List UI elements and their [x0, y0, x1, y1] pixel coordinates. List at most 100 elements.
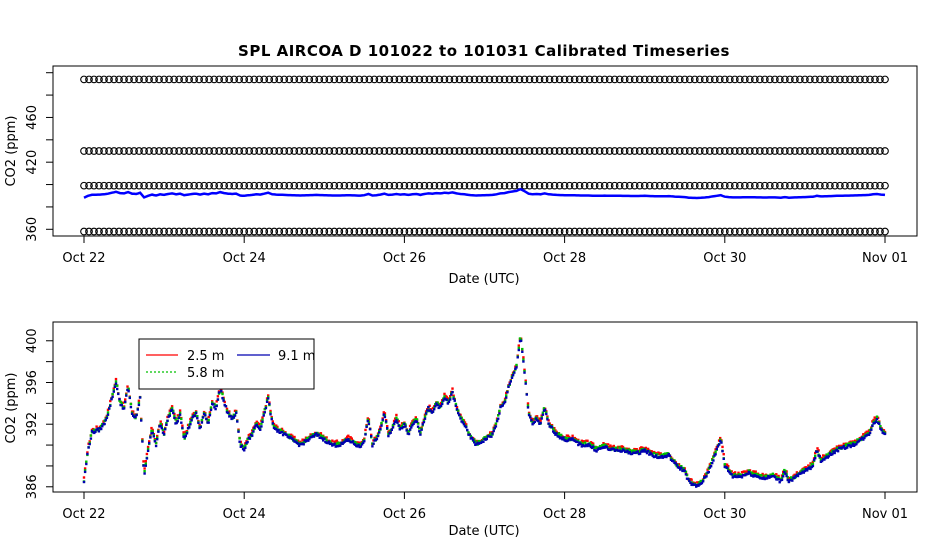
- calibration-point: [575, 147, 584, 155]
- data-point: [189, 423, 192, 426]
- data-point: [212, 403, 215, 406]
- calibration-point: [330, 147, 339, 155]
- calibration-point: [801, 75, 809, 84]
- data-point: [626, 449, 629, 452]
- data-point: [722, 457, 725, 460]
- calibration-point: [866, 147, 874, 155]
- data-point: [646, 447, 650, 451]
- data-point: [667, 452, 670, 456]
- calibration-point: [831, 75, 839, 84]
- calibration-point: [510, 75, 519, 84]
- data-point: [424, 412, 428, 415]
- data-point: [315, 432, 318, 435]
- data-point: [517, 346, 520, 350]
- data-point: [714, 450, 717, 454]
- data-point: [305, 437, 309, 440]
- calibration-point: [175, 75, 183, 84]
- calibration-point: [851, 181, 859, 190]
- calibration-point: [180, 75, 188, 84]
- data-point: [400, 424, 404, 428]
- data-point: [562, 436, 565, 439]
- calibration-point: [735, 227, 744, 236]
- data-point: [814, 451, 817, 455]
- data-point: [698, 481, 701, 484]
- data-point: [740, 476, 744, 479]
- data-point: [846, 446, 849, 449]
- data-point: [653, 455, 657, 458]
- calibration-point: [145, 181, 153, 190]
- calibration-point: [400, 227, 409, 236]
- data-point: [308, 437, 311, 441]
- data-point: [415, 420, 419, 424]
- data-point: [423, 417, 427, 420]
- data-point: [380, 421, 383, 425]
- data-point: [412, 422, 415, 425]
- calibration-point: [235, 147, 244, 155]
- data-point: [322, 435, 325, 438]
- data-point: [445, 395, 448, 399]
- calibration-point: [776, 75, 784, 84]
- data-point: [208, 411, 212, 414]
- calibration-point: [826, 181, 834, 190]
- calibration-point: [720, 227, 729, 236]
- calibration-point: [595, 181, 604, 190]
- calibration-point: [786, 147, 794, 155]
- data-point: [489, 433, 492, 436]
- legend-box: [138, 338, 315, 390]
- data-point: [816, 447, 819, 450]
- calibration-point: [305, 181, 314, 190]
- data-point: [241, 447, 245, 451]
- data-point: [223, 400, 226, 404]
- calibration-point: [200, 181, 208, 190]
- calibration-point: [675, 75, 684, 84]
- calibration-point: [715, 227, 724, 236]
- data-point: [387, 434, 390, 438]
- calibration-point: [410, 181, 419, 190]
- data-point: [633, 449, 636, 453]
- data-point: [103, 422, 106, 426]
- data-point: [794, 475, 797, 478]
- data-point: [222, 399, 225, 402]
- calibration-point: [771, 147, 779, 155]
- data-point: [404, 425, 407, 428]
- calibration-point: [90, 147, 98, 155]
- calibration-point: [490, 227, 499, 236]
- calibration-point: [350, 75, 359, 84]
- data-point: [709, 465, 713, 468]
- data-point: [429, 409, 432, 412]
- calibration-point: [580, 227, 589, 236]
- calibration-point: [655, 181, 664, 190]
- data-point: [383, 415, 387, 419]
- data-point: [184, 434, 187, 438]
- calibration-point: [690, 75, 699, 84]
- data-point: [327, 440, 331, 443]
- data-point: [848, 444, 851, 447]
- calibration-point: [680, 75, 689, 84]
- data-point: [125, 394, 128, 397]
- calibration-point: [370, 147, 379, 155]
- data-point: [341, 439, 344, 442]
- calibration-point: [861, 181, 869, 190]
- calibration-point: [545, 227, 554, 236]
- data-point: [738, 473, 741, 476]
- data-point: [547, 422, 550, 425]
- data-point: [878, 422, 881, 425]
- data-point: [721, 445, 724, 449]
- top-x-tick-label-1: Oct 24: [223, 251, 266, 266]
- data-point: [437, 406, 440, 410]
- calibration-point: [325, 75, 334, 84]
- data-point: [530, 419, 533, 422]
- calibration-point: [150, 75, 158, 84]
- calibration-point: [290, 147, 299, 155]
- data-point: [754, 470, 757, 473]
- calibration-point: [801, 147, 809, 155]
- calibration-point: [360, 75, 369, 84]
- data-point: [114, 382, 118, 385]
- calibration-point: [555, 181, 564, 190]
- calibration-point: [280, 181, 289, 190]
- data-point: [137, 403, 141, 407]
- data-point: [124, 400, 127, 403]
- calibration-point: [325, 227, 334, 236]
- bottom-y-tick-label-0: 386: [25, 474, 40, 499]
- data-point: [181, 426, 184, 430]
